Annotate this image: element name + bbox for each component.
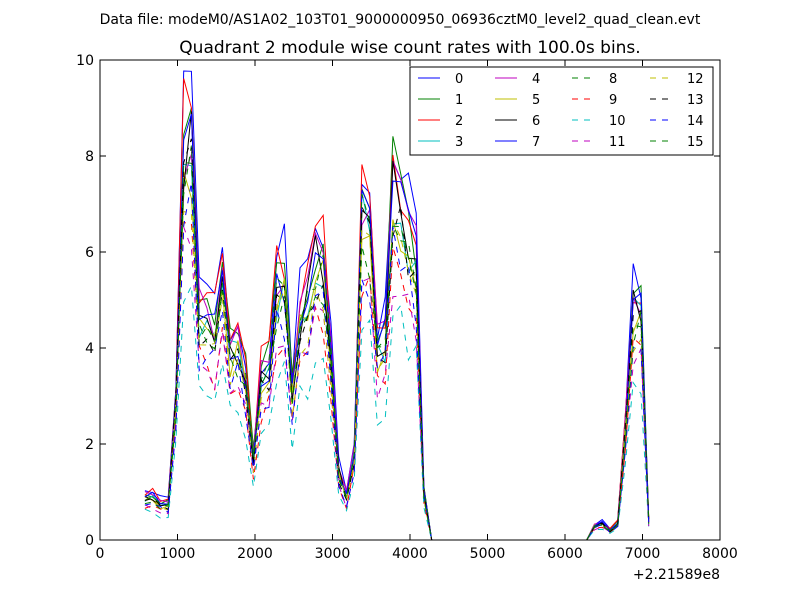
legend-label-12: 12: [687, 72, 704, 87]
series-line-4: [144, 154, 650, 540]
legend-label-2: 2: [455, 114, 463, 129]
series-line-12: [144, 210, 650, 540]
series-line-5: [144, 171, 650, 540]
x-tick-label: 0: [96, 546, 105, 562]
series-line-6: [144, 111, 650, 540]
legend-label-8: 8: [609, 72, 617, 87]
series-line-2: [144, 78, 650, 540]
legend-label-1: 1: [455, 93, 463, 108]
figure-suptitle: Data file: modeM0/AS1A02_103T01_90000009…: [100, 12, 701, 28]
legend-label-10: 10: [609, 114, 626, 129]
y-tick-label: 10: [76, 53, 94, 69]
series-line-7: [144, 113, 650, 540]
legend-box: [409, 66, 714, 156]
chart-title: Quadrant 2 module wise count rates with …: [179, 38, 640, 58]
series-line-10: [144, 284, 650, 540]
x-tick-label: 4000: [392, 546, 428, 562]
legend-label-5: 5: [532, 93, 540, 108]
series-line-8: [144, 145, 650, 540]
legend-label-13: 13: [687, 93, 704, 108]
series-layer: [144, 70, 650, 540]
y-tick-label: 8: [85, 149, 94, 165]
series-line-9: [144, 222, 650, 540]
legend-label-15: 15: [687, 135, 704, 150]
series-line-13: [144, 138, 650, 540]
legend-label-14: 14: [687, 114, 704, 129]
y-tick-label: 6: [85, 245, 94, 261]
x-tick-label: 2000: [237, 546, 273, 562]
legend-label-7: 7: [532, 135, 540, 150]
x-tick-label: 3000: [315, 546, 351, 562]
x-tick-label: 8000: [702, 546, 738, 562]
legend-label-0: 0: [455, 72, 463, 87]
y-tick-label: 4: [85, 341, 94, 357]
legend-label-6: 6: [532, 114, 540, 129]
legend-label-9: 9: [609, 93, 617, 108]
x-tick-label: 1000: [160, 546, 196, 562]
y-tick-label: 0: [85, 533, 94, 549]
series-line-15: [144, 162, 650, 540]
legend-label-4: 4: [532, 72, 540, 87]
x-tick-label: 6000: [547, 546, 583, 562]
series-line-11: [144, 226, 650, 540]
x-tick-label: 5000: [470, 546, 506, 562]
plot-area: 0 1000 2000 3000 4000 5000 6000 7000 80000246810…: [76, 53, 738, 583]
series-line-14: [144, 182, 650, 540]
legend-label-3: 3: [455, 135, 463, 150]
series-line-1: [144, 107, 650, 540]
x-tick-label: 7000: [625, 546, 661, 562]
legend-label-11: 11: [609, 135, 626, 150]
y-tick-label: 2: [85, 437, 94, 453]
x-offset-label: +2.21589e8: [633, 567, 720, 583]
